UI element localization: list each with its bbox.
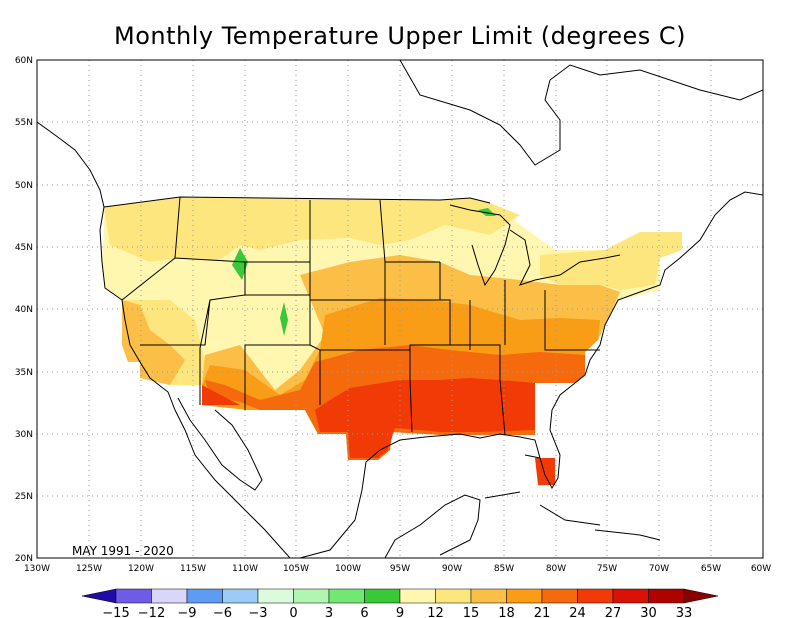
colorbar-swatch: [541, 588, 578, 604]
yucatan-coast: [384, 494, 481, 558]
colorbar-label: −3: [248, 606, 267, 618]
colorbar-label: 6: [360, 606, 368, 618]
isotherm-18-sw: [122, 300, 185, 385]
colorbar-swatch: [435, 588, 472, 604]
lon-tick: 95W: [390, 564, 410, 574]
hudson-bay-coast: [399, 60, 763, 166]
colorbar-swatch: [328, 588, 365, 604]
colorbar-swatch: [151, 588, 188, 604]
isotherm-27-florida: [535, 458, 555, 485]
colorbar-label: 0: [289, 606, 297, 618]
lon-tick: 125W: [76, 564, 102, 574]
colorbar-swatch: [257, 588, 294, 604]
colorbar-label: 27: [605, 606, 622, 618]
colorbar-arrow-low: [81, 588, 117, 604]
lon-tick: 110W: [232, 564, 258, 574]
map-outlines: [37, 60, 763, 558]
colorbar-label: 30: [640, 606, 657, 618]
lon-tick: 100W: [335, 564, 361, 574]
isotherm-27-arizona: [202, 385, 240, 405]
lon-tick: 115W: [180, 564, 206, 574]
colorbar-swatch: [470, 588, 507, 604]
lon-tick: 80W: [546, 564, 566, 574]
lon-tick: 65W: [701, 564, 721, 574]
lon-tick: 70W: [649, 564, 669, 574]
isotherm-6-wyoming: [232, 248, 248, 280]
colorbar-swatch: [115, 588, 152, 604]
pacific-coastline: [37, 121, 291, 558]
colorbar-label: −12: [138, 606, 165, 618]
colorbar-swatch: [399, 588, 436, 604]
temperature-field: [102, 197, 682, 485]
lat-tick: 45N: [15, 243, 33, 253]
lat-tick: 50N: [15, 181, 33, 191]
colorbar-label: 24: [569, 606, 586, 618]
lon-tick: 60W: [751, 564, 771, 574]
lat-tick: 20N: [15, 554, 33, 564]
colorbar-swatch: [293, 588, 330, 604]
isotherm-15-east: [540, 232, 682, 290]
gulf-coast: [299, 191, 763, 558]
lat-tick-labels: 20N 25N 30N 35N 40N 45N 50N 55N 60N: [15, 56, 33, 564]
map-title: Monthly Temperature Upper Limit (degrees…: [113, 22, 687, 50]
state-lines-central: [320, 199, 600, 436]
lon-tick: 130W: [24, 564, 50, 574]
lon-tick: 90W: [442, 564, 462, 574]
colorbar: [81, 588, 719, 604]
lat-tick: 60N: [15, 56, 33, 66]
colorbar-swatch: [222, 588, 259, 604]
lon-tick: 120W: [128, 564, 154, 574]
canada-border: [103, 196, 491, 208]
colorbar-arrow-high: [683, 588, 719, 604]
colorbar-label: 15: [463, 606, 480, 618]
colorbar-label: 21: [534, 606, 551, 618]
lat-tick: 55N: [15, 118, 33, 128]
colorbar-label: 33: [676, 606, 693, 618]
colorbar-label: 3: [325, 606, 333, 618]
colorbar-label: 12: [427, 606, 444, 618]
colorbar-labels: −15 −12 −9 −6 −3 0 3 6 9 12 15 18 21 24 27 30 33: [102, 606, 692, 618]
lon-tick-labels: 130W 125W 120W 115W 110W 105W 100W 95W 9…: [24, 564, 771, 574]
gulf-of-california-coast: [177, 397, 263, 491]
lat-tick: 35N: [15, 368, 33, 378]
isotherm-15-north: [104, 197, 520, 262]
colorbar-swatch: [648, 588, 685, 604]
great-lakes: [449, 204, 621, 287]
colorbar-label: −6: [213, 606, 232, 618]
colorbar-swatch: [506, 588, 543, 604]
colorbar-swatch: [612, 588, 649, 604]
map-frame: [36, 59, 764, 559]
colorbar-label: 9: [396, 606, 404, 618]
lat-tick: 40N: [15, 305, 33, 315]
lon-tick: 85W: [494, 564, 514, 574]
isotherm-6-colorado: [280, 302, 288, 336]
lon-tick: 105W: [283, 564, 309, 574]
grid-lines: [37, 60, 763, 558]
period-label: MAY 1991 - 2020: [72, 544, 174, 558]
lat-tick: 30N: [15, 430, 33, 440]
colorbar-label: −15: [102, 606, 129, 618]
colorbar-label: 18: [498, 606, 515, 618]
isotherm-27: [315, 378, 535, 458]
colorbar-swatch: [577, 588, 614, 604]
colorbar-label: −9: [177, 606, 196, 618]
lon-tick: 75W: [597, 564, 617, 574]
colorbar-swatch: [186, 588, 223, 604]
florida-keys: [484, 454, 661, 541]
lat-tick: 25N: [15, 492, 33, 502]
colorbar-swatch: [364, 588, 401, 604]
